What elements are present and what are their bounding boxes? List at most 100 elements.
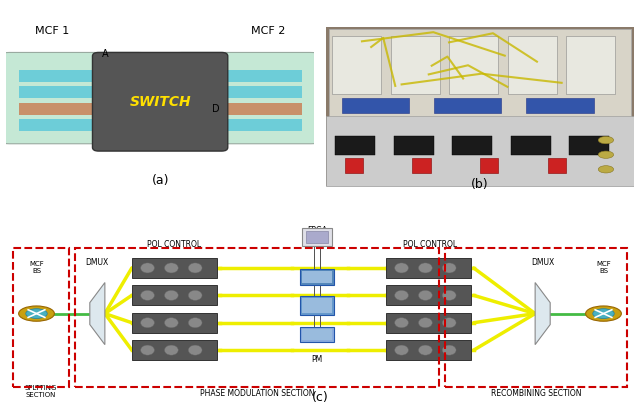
- Text: MCF
BS: MCF BS: [596, 261, 611, 274]
- Bar: [302, 228, 332, 246]
- Ellipse shape: [188, 290, 202, 300]
- Bar: [445, 248, 627, 387]
- Bar: [335, 137, 375, 155]
- Bar: [386, 340, 470, 360]
- Bar: [108, 86, 126, 98]
- Bar: [394, 137, 434, 155]
- Bar: [511, 137, 550, 155]
- Bar: [326, 27, 634, 186]
- Bar: [547, 158, 566, 173]
- Text: (c): (c): [312, 391, 328, 404]
- Ellipse shape: [598, 137, 614, 144]
- Text: POL CONTROL: POL CONTROL: [147, 240, 202, 249]
- Text: MCF 2: MCF 2: [250, 25, 285, 36]
- Text: D: D: [212, 104, 220, 114]
- Bar: [306, 231, 328, 243]
- FancyBboxPatch shape: [0, 52, 151, 144]
- Ellipse shape: [586, 306, 621, 321]
- Text: SPLTTING
SECTION: SPLTTING SECTION: [25, 384, 57, 398]
- Bar: [526, 98, 594, 113]
- Bar: [132, 340, 216, 360]
- Polygon shape: [535, 283, 550, 345]
- Bar: [302, 298, 332, 313]
- FancyBboxPatch shape: [93, 52, 228, 151]
- Ellipse shape: [395, 345, 408, 355]
- Ellipse shape: [188, 318, 202, 328]
- Bar: [132, 313, 216, 333]
- Bar: [194, 103, 212, 115]
- Bar: [197, 119, 301, 131]
- Text: RECOMBINING SECTION: RECOMBINING SECTION: [491, 389, 582, 398]
- Bar: [412, 158, 431, 173]
- Ellipse shape: [395, 290, 408, 300]
- FancyBboxPatch shape: [95, 76, 120, 124]
- Bar: [386, 258, 470, 278]
- Ellipse shape: [395, 318, 408, 328]
- Bar: [344, 158, 363, 173]
- Ellipse shape: [419, 290, 432, 300]
- Ellipse shape: [442, 263, 456, 273]
- Bar: [19, 86, 124, 98]
- Ellipse shape: [593, 309, 614, 319]
- Ellipse shape: [164, 263, 179, 273]
- Text: PHASE MODULATION SECTION: PHASE MODULATION SECTION: [200, 389, 314, 398]
- Bar: [434, 98, 501, 113]
- Bar: [300, 327, 334, 342]
- Bar: [342, 98, 409, 113]
- Bar: [19, 70, 124, 82]
- Text: DMUX: DMUX: [531, 258, 554, 267]
- FancyBboxPatch shape: [200, 76, 225, 124]
- Text: DMUX: DMUX: [86, 258, 109, 267]
- Bar: [566, 36, 615, 94]
- Ellipse shape: [188, 263, 202, 273]
- Ellipse shape: [188, 345, 202, 355]
- Ellipse shape: [419, 345, 432, 355]
- Bar: [300, 269, 334, 285]
- Ellipse shape: [395, 263, 408, 273]
- Bar: [569, 137, 609, 155]
- Bar: [19, 119, 124, 131]
- Ellipse shape: [141, 290, 154, 300]
- Ellipse shape: [26, 309, 47, 319]
- Ellipse shape: [442, 345, 456, 355]
- Bar: [390, 36, 440, 94]
- Ellipse shape: [164, 318, 179, 328]
- Text: A: A: [102, 49, 108, 59]
- Bar: [13, 248, 69, 387]
- Bar: [302, 271, 332, 283]
- Bar: [452, 137, 492, 155]
- Bar: [132, 258, 216, 278]
- Ellipse shape: [141, 263, 154, 273]
- Ellipse shape: [442, 290, 456, 300]
- Text: (a): (a): [152, 174, 169, 187]
- Bar: [300, 296, 334, 315]
- Bar: [386, 285, 470, 306]
- Ellipse shape: [419, 318, 432, 328]
- Bar: [480, 158, 499, 173]
- Bar: [132, 285, 216, 306]
- Text: SWITCH: SWITCH: [129, 95, 191, 109]
- Bar: [449, 36, 499, 94]
- Text: (b): (b): [471, 178, 489, 191]
- Ellipse shape: [598, 151, 614, 158]
- Bar: [386, 313, 470, 333]
- Ellipse shape: [419, 263, 432, 273]
- Polygon shape: [90, 283, 105, 345]
- Bar: [332, 36, 381, 94]
- Bar: [302, 329, 332, 340]
- Ellipse shape: [164, 345, 179, 355]
- Bar: [197, 70, 301, 82]
- Bar: [508, 36, 557, 94]
- Ellipse shape: [598, 166, 614, 173]
- Bar: [76, 248, 439, 387]
- Text: POL CONTROL: POL CONTROL: [403, 240, 457, 249]
- FancyBboxPatch shape: [170, 52, 323, 144]
- Bar: [197, 103, 301, 115]
- Text: FPGA: FPGA: [307, 226, 327, 235]
- Bar: [329, 29, 630, 117]
- Ellipse shape: [164, 290, 179, 300]
- Bar: [19, 103, 124, 115]
- Bar: [197, 86, 301, 98]
- Ellipse shape: [141, 318, 154, 328]
- Ellipse shape: [141, 345, 154, 355]
